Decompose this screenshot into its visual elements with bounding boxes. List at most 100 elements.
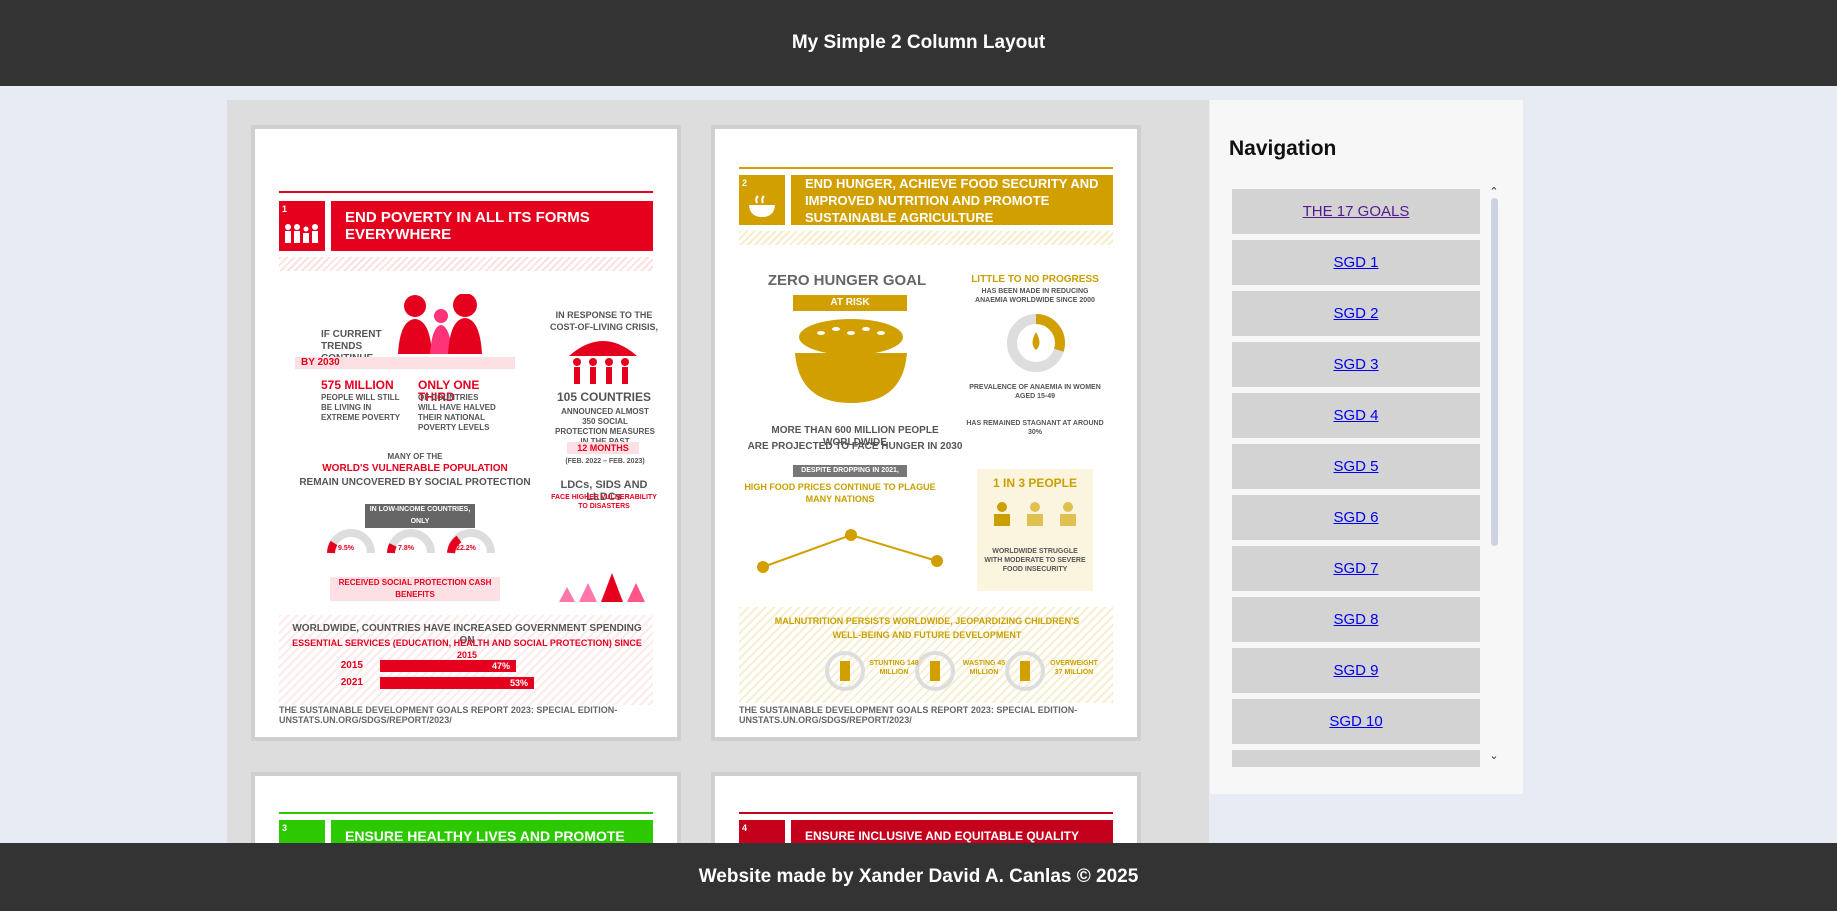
nav-link-sgd-9[interactable]: SGD 9 (1232, 648, 1480, 693)
site-header: My Simple 2 Column Layout (0, 0, 1837, 86)
sdg-1-infographic: 1 END POVERTY IN ALL ITS FORMS EVERYWHER… (251, 125, 681, 741)
goal-number: 2 (742, 178, 748, 188)
stat-text: PEOPLE WILL STILL BE LIVING IN EXTREME P… (321, 393, 401, 422)
sdg-4-infographic: 4 ENSURE INCLUSIVE AND EQUITABLE QUALITY… (711, 772, 1141, 843)
site-title: My Simple 2 Column Layout (791, 32, 1046, 53)
bar-year: 2021 (340, 677, 363, 688)
navigation-list[interactable]: THE 17 GOALS SGD 1 SGD 2 SGD 3 SGD 4 SGD… (1232, 189, 1492, 767)
goal-number: 1 (282, 204, 288, 214)
stat-label: IN LOW-INCOME COUNTRIES, ONLY (365, 504, 475, 528)
goal-number-tile: 3 (279, 820, 325, 843)
nav-link-sgd-1[interactable]: SGD 1 (1232, 240, 1480, 285)
stat-text: MORE THAN 600 MILLION PEOPLE WORLDWIDE (771, 425, 939, 448)
goal-title: ENSURE INCLUSIVE AND EQUITABLE QUALITY E… (791, 820, 1113, 843)
umbrella-people-icon (569, 341, 637, 384)
stat-text: WORLDWIDE STRUGGLE WITH MODERATE TO SEVE… (984, 548, 1086, 573)
nav-link-sgd-4[interactable]: SGD 4 (1232, 393, 1480, 438)
stat-heading: ZERO HUNGER GOAL (767, 272, 927, 289)
stat-text: MALNUTRITION PERSISTS WORLDWIDE, JEOPARD… (774, 616, 1080, 626)
goal-banner: 2 END HUNGER, ACHIEVE FOOD SECURITY AND … (739, 175, 1113, 225)
stat-text: IN RESPONSE TO THE COST-OF-LIVING CRISIS… (549, 310, 658, 332)
child-circle-icons (825, 651, 1045, 691)
family-icon (285, 224, 318, 243)
stat-text: WORLDWIDE, COUNTRIES HAVE INCREASED GOVE… (292, 623, 642, 646)
stat-value: 575 MILLION (321, 378, 394, 392)
stat-badge: AT RISK (793, 295, 907, 311)
goal-title: END POVERTY IN ALL ITS FORMS EVERYWHERE (331, 201, 653, 251)
source-caption: THE SUSTAINABLE DEVELOPMENT GOALS REPORT… (279, 705, 618, 725)
nav-link-sgd-5[interactable]: SGD 5 (1232, 444, 1480, 489)
goal-number: 4 (742, 823, 748, 833)
stat-text: MANY OF THE (387, 452, 443, 461)
anaemia-donut-chart (1007, 314, 1065, 372)
stat-heading: WORLD'S VULNERABLE POPULATION (322, 463, 508, 474)
divider (279, 191, 653, 193)
stat-text: HAS BEEN MADE IN REDUCING ANAEMIA WORLDW… (975, 288, 1095, 304)
nav-link-sgd-2[interactable]: SGD 2 (1232, 291, 1480, 336)
main-content[interactable]: 1 END POVERTY IN ALL ITS FORMS EVERYWHER… (227, 100, 1209, 843)
stat-text: OVERWEIGHT 37 MILLION (1050, 660, 1098, 676)
sdg-3-infographic: 3 ENSURE HEALTHY LIVES AND PROMOTE (251, 772, 681, 843)
people-icons (994, 502, 1076, 526)
scrollbar-thumb[interactable] (1491, 198, 1498, 546)
family-silhouette-icon (398, 294, 482, 354)
gauge-value: 22.2% (456, 545, 476, 552)
stat-text: HAS REMAINED STAGNANT AT AROUND 30% (966, 420, 1104, 436)
nav-link-sgd-8[interactable]: SGD 8 (1232, 597, 1480, 642)
food-bowl-icon (749, 195, 775, 217)
stat-value: 105 COUNTRIES (556, 390, 652, 404)
source-caption: THE SUSTAINABLE DEVELOPMENT GOALS REPORT… (739, 705, 1078, 725)
stat-heading: LDCs, SIDS AND LLDCs (560, 479, 648, 503)
grain-bowl-icon (795, 319, 907, 403)
stat-text: (FEB. 2022 – FEB. 2023) (565, 458, 645, 465)
decorative-hatch (279, 257, 653, 271)
nav-link-sgd-11[interactable]: SGD 11 (1232, 750, 1480, 767)
stat-text: FACE HIGHER VULNERABILITY TO DISASTERS (551, 494, 657, 510)
stat-text: ARE PROJECTED TO FACE HUNGER IN 2030 (747, 441, 963, 452)
goal-number: 3 (282, 823, 288, 833)
footer-credit: Website made by Xander David A. Canlas ©… (698, 866, 1139, 887)
gauge-value: 7.8% (398, 545, 414, 552)
goal-number-tile: 1 (279, 201, 325, 251)
scroll-up-arrow-icon[interactable]: ⌃ (1489, 186, 1499, 198)
stat-value: ONLY ONE THIRD (418, 378, 480, 404)
spending-bar-2021: 53% (380, 677, 534, 689)
disaster-triangles-icon (559, 573, 645, 602)
spending-bar-2015: 47% (380, 660, 516, 672)
food-insecurity-panel (977, 469, 1093, 591)
goal-banner: 3 ENSURE HEALTHY LIVES AND PROMOTE (279, 820, 653, 843)
decorative-hatch (739, 231, 1113, 245)
gauge-chart-icons (327, 529, 495, 554)
goal-title: ENSURE HEALTHY LIVES AND PROMOTE (331, 820, 653, 843)
stat-text: WASTING 45 MILLION (962, 660, 1006, 676)
goal-banner: 4 ENSURE INCLUSIVE AND EQUITABLE QUALITY… (739, 820, 1113, 843)
stat-heading: LITTLE TO NO PROGRESS (971, 274, 1099, 285)
food-price-line-chart (757, 529, 943, 573)
nav-link-sgd-3[interactable]: SGD 3 (1232, 342, 1480, 387)
nav-link-sgd-7[interactable]: SGD 7 (1232, 546, 1480, 591)
stat-text: PREVALENCE OF ANAEMIA IN WOMEN AGED 15-4… (969, 384, 1101, 400)
stat-text: REMAIN UNCOVERED BY SOCIAL PROTECTION (299, 477, 531, 488)
stat-label: 12 MONTHS (567, 442, 639, 454)
divider (279, 812, 653, 814)
stat-text: ESSENTIAL SERVICES (EDUCATION, HEALTH AN… (292, 638, 642, 660)
scroll-down-arrow-icon[interactable]: ⌄ (1489, 750, 1499, 762)
goal-number-tile: 4 (739, 820, 785, 843)
goal-number-tile: 2 (739, 175, 785, 225)
divider (739, 812, 1113, 814)
stat-heading: 1 IN 3 PEOPLE (992, 476, 1078, 490)
goal-banner: 1 END POVERTY IN ALL ITS FORMS EVERYWHER… (279, 201, 653, 251)
site-footer: Website made by Xander David A. Canlas ©… (0, 843, 1837, 911)
stat-text: ANNOUNCED ALMOST 350 SOCIAL PROTECTION M… (555, 407, 656, 446)
stat-text: STUNTING 148 MILLION (869, 660, 919, 676)
stat-label: RECEIVED SOCIAL PROTECTION CASH BENEFITS (330, 577, 500, 601)
nav-link-sgd-6[interactable]: SGD 6 (1232, 495, 1480, 540)
stat-text: OF COUNTRIES WILL HAVE HALVED THEIR NATI… (418, 393, 496, 432)
nav-link-sgd-10[interactable]: SGD 10 (1232, 699, 1480, 744)
divider (739, 167, 1113, 169)
nav-link-the-17-goals[interactable]: THE 17 GOALS (1232, 189, 1480, 234)
gauge-value: 9.5% (338, 545, 354, 552)
bar-year: 2015 (340, 660, 363, 671)
stat-text: WELL-BEING AND FUTURE DEVELOPMENT (832, 630, 1022, 640)
sdg-2-infographic: 2 END HUNGER, ACHIEVE FOOD SECURITY AND … (711, 125, 1141, 741)
